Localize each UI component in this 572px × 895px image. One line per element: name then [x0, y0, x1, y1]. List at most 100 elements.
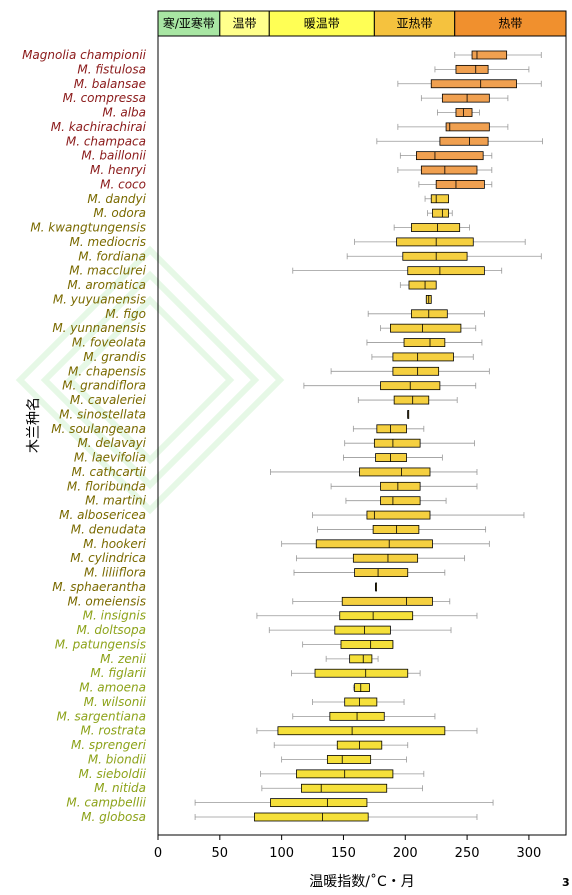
box-iqr: [396, 237, 474, 247]
species-label-33: M. denudata: [71, 522, 146, 536]
box-1: [434, 64, 530, 74]
box-iqr: [277, 726, 446, 736]
box-iqr: [430, 79, 517, 89]
species-label-4: M. alba: [102, 106, 146, 120]
species-label-42: M. zenii: [100, 652, 147, 666]
box-iqr: [301, 783, 388, 793]
box-38: [292, 596, 451, 606]
box-iqr: [354, 683, 370, 693]
box-iqr: [376, 424, 407, 434]
climate-zone-bar: 寒/亚寒带 温带 暖温带 亚热带 热带: [157, 10, 567, 37]
box-iqr: [334, 625, 391, 635]
species-label-43: M. figlarii: [90, 666, 146, 680]
species-label-34: M. hookeri: [83, 537, 147, 551]
species-label-19: M. yunnanensis: [52, 321, 146, 335]
species-label-26: M. soulangeana: [51, 422, 146, 436]
box-40: [268, 625, 452, 635]
box-iqr: [439, 136, 489, 146]
species-label-47: M. rostrata: [80, 724, 146, 738]
x-tick-label-1: 50: [212, 846, 229, 861]
box-18: [367, 309, 485, 319]
box-14: [346, 251, 542, 261]
box-35: [296, 553, 466, 563]
species-label-16: M. aromatica: [67, 278, 146, 292]
species-label-6: M. champaca: [66, 134, 146, 148]
box-15: [292, 266, 503, 276]
species-label-3: M. compressa: [63, 91, 146, 105]
box-5: [397, 122, 509, 132]
box-52: [194, 798, 494, 808]
species-label-31: M. martini: [85, 494, 147, 508]
box-26: [352, 424, 425, 434]
box-iqr: [407, 266, 485, 276]
box-8: [397, 165, 493, 175]
species-label-25: M. sinostellata: [59, 407, 146, 421]
zone-label-3: 亚热带: [397, 17, 433, 31]
species-label-9: M. coco: [100, 177, 146, 191]
x-tick-label-4: 200: [393, 846, 418, 861]
species-label-13: M. mediocris: [70, 235, 146, 249]
species-label-11: M. odora: [93, 206, 146, 220]
box-43: [291, 668, 421, 678]
species-label-22: M. chapensis: [68, 364, 146, 378]
box-29: [270, 467, 478, 477]
zone-2: [268, 10, 375, 37]
box-0: [454, 50, 542, 60]
box-21: [371, 352, 474, 362]
box-iqr: [315, 539, 433, 549]
species-label-18: M. figo: [105, 307, 146, 321]
box-iqr: [352, 553, 419, 563]
box-iqr: [375, 453, 407, 462]
y-axis-title: 木兰种名: [26, 397, 42, 453]
box-4: [437, 108, 480, 117]
box-iqr: [420, 165, 478, 175]
box-iqr: [366, 510, 431, 520]
species-label-0: Magnolia championii: [22, 48, 147, 62]
box-12: [393, 223, 470, 232]
box-22: [330, 366, 490, 376]
box-iqr: [441, 93, 490, 103]
box-34: [281, 539, 490, 549]
box-13: [354, 237, 526, 247]
species-label-46: M. sargentiana: [57, 709, 146, 723]
box-7: [399, 151, 493, 161]
species-label-12: M. kwangtungensis: [30, 221, 146, 235]
zone-label-0: 寒/亚寒带: [163, 16, 215, 31]
box-iqr: [344, 697, 378, 707]
box-10: [424, 194, 449, 204]
box-45: [312, 697, 405, 707]
box-iqr: [455, 108, 473, 117]
box-51: [261, 783, 423, 793]
box-iqr: [432, 208, 449, 218]
species-label-48: M. sprengeri: [71, 738, 147, 752]
box-41: [302, 640, 394, 649]
box-46: [292, 711, 436, 721]
box-44: [352, 683, 370, 693]
x-tick-label-3: 150: [331, 846, 356, 861]
species-label-30: M. floribunda: [67, 479, 146, 493]
box-11: [427, 208, 453, 218]
box-36: [293, 568, 446, 577]
species-label-14: M. fordiana: [78, 249, 146, 263]
box-50: [260, 769, 425, 779]
box-iqr: [380, 496, 421, 506]
box-iqr: [408, 280, 437, 290]
box-9: [418, 179, 493, 189]
species-label-53: M. globosa: [81, 810, 146, 824]
box-37: [375, 582, 378, 592]
watermark-diamond-2: [65, 295, 235, 465]
species-label-5: M. kachirachirai: [51, 120, 147, 134]
box-20: [366, 338, 483, 347]
species-label-28: M. laevifolia: [74, 451, 146, 465]
species-label-15: M. macclurei: [69, 264, 146, 278]
box-iqr: [340, 640, 394, 649]
box-iqr: [435, 179, 485, 189]
box-53: [194, 812, 478, 822]
box-iqr: [372, 525, 420, 534]
watermark-diamond-1: [40, 270, 260, 490]
species-label-7: M. baillonii: [81, 149, 146, 163]
zone-label-4: 热带: [498, 17, 522, 31]
box-iqr: [415, 151, 484, 161]
box-iqr: [471, 50, 508, 60]
box-iqr: [445, 122, 490, 132]
